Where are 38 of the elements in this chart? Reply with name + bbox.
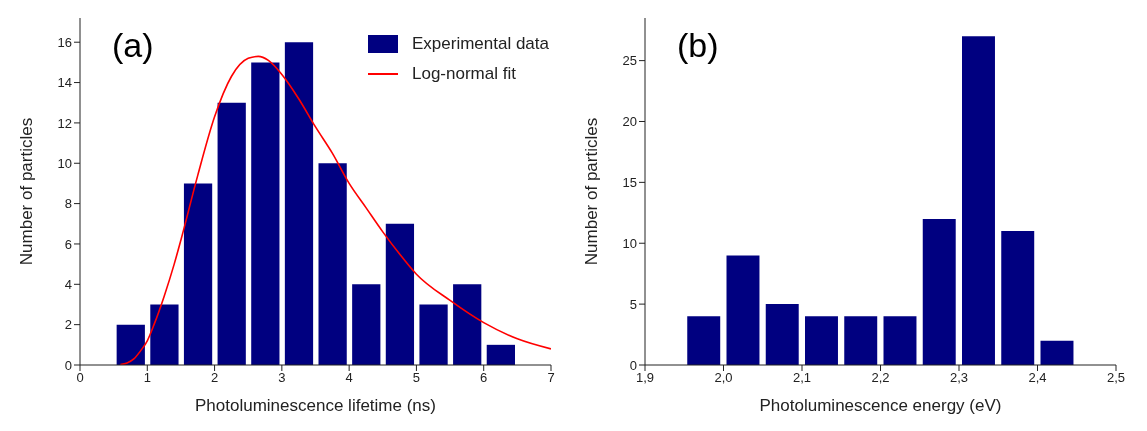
y-tick-label: 16 [57, 34, 72, 50]
x-axis-title: Photoluminescence energy (eV) [759, 396, 1002, 415]
y-tick-label: 2 [64, 317, 72, 333]
y-tick-label: 5 [629, 296, 637, 312]
y-axis-title: Number of particles [582, 117, 602, 266]
x-tick-label: 1 [143, 370, 151, 386]
annotation: (b) [677, 26, 719, 65]
x-tick-label: 2,3 [949, 370, 969, 386]
x-tick-label: 2 [210, 370, 219, 386]
y-tick-label: 12 [57, 115, 72, 131]
x-axis-title: Photoluminescence lifetime (ns) [195, 396, 436, 415]
y-tick-label: 4 [64, 276, 72, 292]
x-tick-label: 7 [547, 370, 555, 386]
x-tick-label: 2,1 [792, 370, 812, 386]
x-tick-label: 5 [412, 370, 421, 386]
y-tick-label: 10 [622, 235, 637, 251]
y-tick-label: 0 [64, 357, 72, 373]
x-tick-label: 2,4 [1028, 370, 1047, 386]
x-tick-label: 3 [278, 370, 286, 386]
x-tick-label: 6 [480, 370, 488, 386]
y-tick-label: 0 [629, 357, 637, 373]
y-axis-title: Number of particles [17, 117, 37, 266]
annotation: (a) [112, 26, 154, 65]
x-tick-label: 4 [345, 370, 353, 386]
y-tick-label: 25 [622, 53, 637, 69]
y-tick-label: 15 [622, 174, 637, 190]
legend-label: Log-normal fit [411, 64, 516, 84]
x-tick-label: 0 [76, 370, 84, 386]
x-tick-label: 2,2 [871, 370, 890, 386]
x-tick-label: 1,9 [635, 370, 655, 386]
y-tick-label: 6 [64, 236, 72, 252]
y-tick-label: 10 [57, 155, 72, 171]
y-tick-label: 8 [64, 196, 72, 212]
x-tick-label: 2,0 [714, 370, 733, 386]
legend-label: Experimental data [411, 34, 549, 54]
x-tick-label: 2,5 [1106, 370, 1126, 386]
y-tick-label: 20 [622, 114, 637, 130]
y-tick-label: 14 [57, 75, 72, 91]
